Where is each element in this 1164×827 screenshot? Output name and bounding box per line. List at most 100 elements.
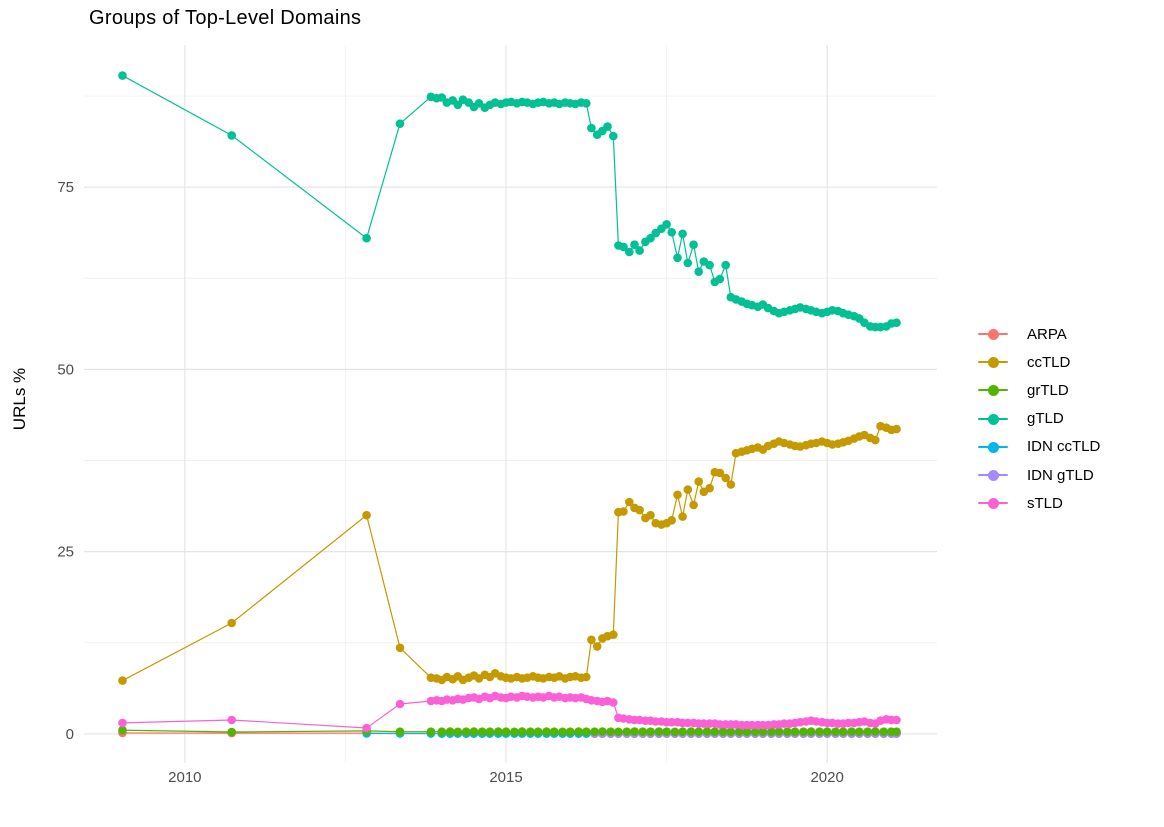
data-point xyxy=(855,727,864,736)
legend-item-gtld: gTLD xyxy=(978,405,1100,433)
data-point xyxy=(721,473,730,483)
data-point xyxy=(667,516,676,525)
data-point xyxy=(705,483,714,493)
data-point xyxy=(437,727,447,736)
data-point xyxy=(606,727,615,736)
data-point xyxy=(683,485,693,494)
data-point xyxy=(726,480,736,489)
data-point xyxy=(694,727,703,736)
legend-key-icon xyxy=(978,328,1008,341)
data-point xyxy=(892,727,901,736)
legend-label: ccTLD xyxy=(1027,353,1071,371)
data-point xyxy=(879,727,888,736)
legend-key-icon xyxy=(978,356,1008,369)
data-point xyxy=(638,727,648,736)
legend-key-icon xyxy=(978,413,1008,425)
data-point xyxy=(863,727,872,736)
data-point xyxy=(227,618,236,628)
data-point xyxy=(667,228,676,237)
data-point xyxy=(395,119,405,128)
data-point xyxy=(542,727,551,736)
data-point xyxy=(118,725,127,735)
data-point xyxy=(574,727,583,736)
data-point xyxy=(689,500,698,510)
data-point xyxy=(662,727,671,736)
data-point xyxy=(526,727,535,736)
data-point xyxy=(750,727,760,736)
data-point xyxy=(715,274,725,284)
series-line xyxy=(122,75,897,328)
data-point xyxy=(461,727,471,736)
legend: ARPA ccTLD grTLD gTLD IDN ccTLD IDN gTLD sTLD xyxy=(978,320,1100,517)
data-point xyxy=(673,253,682,263)
data-point xyxy=(718,727,728,736)
data-point xyxy=(686,727,696,736)
data-point xyxy=(445,727,455,736)
data-point xyxy=(758,727,768,736)
data-point xyxy=(582,672,591,682)
series-gtld xyxy=(118,71,901,332)
data-point xyxy=(799,727,808,736)
x-tick-label: 2020 xyxy=(810,769,843,786)
data-point xyxy=(838,727,848,736)
series-cctld xyxy=(118,421,901,685)
data-point xyxy=(614,727,623,737)
data-point xyxy=(477,727,487,736)
data-point xyxy=(670,727,680,737)
data-point xyxy=(118,676,127,685)
data-point xyxy=(678,727,687,736)
legend-item-arpa: ARPA xyxy=(978,320,1100,348)
data-point xyxy=(689,240,698,249)
data-point xyxy=(549,727,559,736)
data-point xyxy=(609,630,618,639)
data-point xyxy=(734,727,744,736)
data-point xyxy=(619,507,628,516)
data-point xyxy=(892,318,901,328)
data-point xyxy=(362,233,371,243)
data-point xyxy=(625,497,634,507)
data-point xyxy=(822,727,832,736)
data-point xyxy=(510,727,519,737)
data-point xyxy=(726,727,736,736)
legend-item-stld: sTLD xyxy=(978,489,1100,517)
data-point xyxy=(426,727,436,736)
legend-label: grTLD xyxy=(1027,381,1069,399)
legend-item-cctld: ccTLD xyxy=(978,348,1100,376)
data-point xyxy=(673,490,682,500)
y-tick-label: 75 xyxy=(57,179,74,196)
data-point xyxy=(678,229,687,239)
data-point xyxy=(227,727,236,737)
legend-item-grtld: grTLD xyxy=(978,376,1100,404)
data-point xyxy=(592,642,602,651)
data-point xyxy=(517,727,527,736)
legend-item-idn-gtld: IDN gTLD xyxy=(978,461,1100,489)
legend-label: gTLD xyxy=(1027,410,1064,428)
data-point xyxy=(892,424,901,434)
y-tick-label: 50 xyxy=(57,361,74,378)
data-point xyxy=(654,727,664,736)
data-point xyxy=(533,727,543,736)
data-point xyxy=(558,727,567,737)
data-point xyxy=(635,246,644,255)
data-point xyxy=(622,727,632,736)
data-point xyxy=(395,699,405,709)
x-tick-label: 2010 xyxy=(168,769,201,786)
data-point xyxy=(619,242,628,252)
data-point xyxy=(603,122,612,131)
data-point xyxy=(678,512,687,521)
data-point xyxy=(646,510,655,520)
legend-key-icon xyxy=(978,469,1008,482)
data-point xyxy=(118,718,127,728)
data-point xyxy=(702,727,712,736)
data-point xyxy=(847,727,856,736)
data-point xyxy=(362,510,371,520)
x-tick-label: 2015 xyxy=(489,769,522,786)
data-point xyxy=(630,727,639,736)
data-point xyxy=(710,727,720,736)
data-point xyxy=(582,727,591,736)
legend-label: sTLD xyxy=(1027,494,1063,512)
data-point xyxy=(453,727,463,737)
data-point xyxy=(469,727,479,736)
